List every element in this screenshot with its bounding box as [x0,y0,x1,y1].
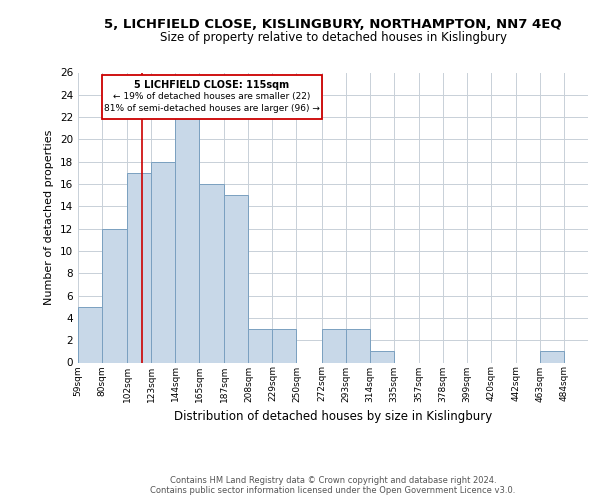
Bar [199,184,224,362]
Bar [224,195,248,362]
Bar [248,329,272,362]
Bar [346,329,370,362]
Y-axis label: Number of detached properties: Number of detached properties [44,130,55,305]
Text: ← 19% of detached houses are smaller (22): ← 19% of detached houses are smaller (22… [113,92,310,101]
Bar [127,173,151,362]
Text: Size of property relative to detached houses in Kislingbury: Size of property relative to detached ho… [160,31,506,44]
Bar [151,162,175,362]
Bar [102,74,322,120]
Bar [540,352,564,362]
Text: 81% of semi-detached houses are larger (96) →: 81% of semi-detached houses are larger (… [104,104,320,114]
Text: 5, LICHFIELD CLOSE, KISLINGBURY, NORTHAMPTON, NN7 4EQ: 5, LICHFIELD CLOSE, KISLINGBURY, NORTHAM… [104,18,562,30]
Bar [272,329,296,362]
Bar [175,117,199,362]
Text: 5 LICHFIELD CLOSE: 115sqm: 5 LICHFIELD CLOSE: 115sqm [134,80,289,90]
Bar [322,329,346,362]
Text: Contains public sector information licensed under the Open Government Licence v3: Contains public sector information licen… [151,486,515,495]
Bar [370,352,394,362]
Text: Contains HM Land Registry data © Crown copyright and database right 2024.: Contains HM Land Registry data © Crown c… [170,476,496,485]
Bar [102,228,127,362]
X-axis label: Distribution of detached houses by size in Kislingbury: Distribution of detached houses by size … [174,410,492,423]
Bar [78,306,102,362]
